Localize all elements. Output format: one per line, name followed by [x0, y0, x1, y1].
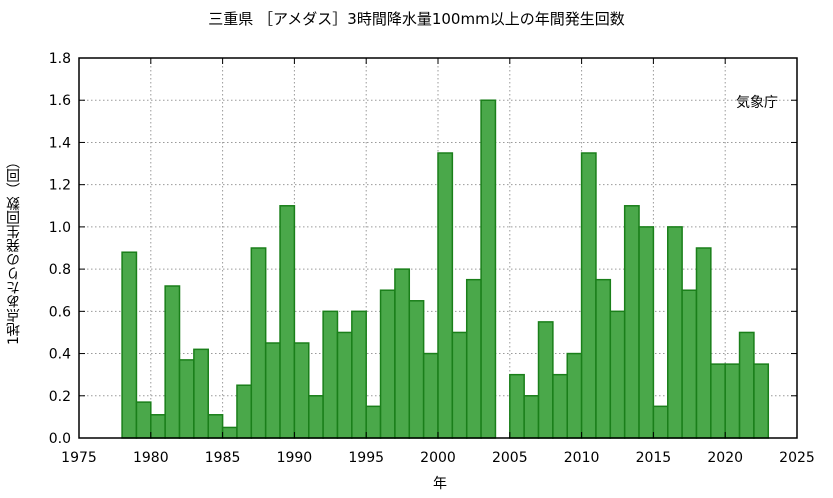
bar-2002: [451, 331, 468, 439]
y-tick-label: 0.2: [49, 389, 71, 405]
bar-2019: [695, 247, 712, 439]
y-tick-label: 0.6: [49, 304, 71, 320]
x-tick-label: 1985: [205, 450, 241, 466]
bar-1984: [193, 348, 209, 439]
bar-1992: [308, 395, 324, 439]
bar-1994: [336, 331, 353, 439]
bar-1998: [394, 268, 411, 439]
x-tick-label: 1980: [133, 450, 169, 466]
chart-title: 三重県 ［アメダス］3時間降水量100mm以上の年間発生回数: [208, 10, 625, 28]
bar-2000: [422, 352, 439, 439]
x-tick-label: 2000: [420, 450, 456, 466]
x-tick-label: 2005: [492, 450, 528, 466]
bar-2020: [710, 363, 726, 439]
y-tick-label: 0.8: [49, 262, 71, 278]
x-tick-label: 1975: [61, 450, 97, 466]
x-tick-label: 2015: [636, 450, 672, 466]
bar-2013: [609, 310, 626, 439]
bar-2017: [667, 226, 683, 439]
bar-2023: [753, 363, 770, 439]
bar-2006: [509, 373, 525, 439]
bar-2021: [724, 363, 741, 439]
bar-2001: [437, 152, 454, 439]
bar-2007: [523, 395, 540, 439]
x-tick-label: 1990: [277, 450, 313, 466]
bar-1996: [365, 405, 382, 439]
y-tick-label: 1.2: [49, 178, 71, 194]
y-tick-label: 1.4: [49, 135, 71, 151]
bar-2004: [480, 99, 497, 439]
y-tick-label: 0.4: [49, 347, 71, 363]
bar-2010: [566, 352, 583, 439]
bar-1979: [121, 251, 138, 439]
bar-1990: [279, 205, 296, 439]
bar-1983: [178, 359, 195, 439]
bar-2018: [681, 289, 698, 439]
bar-2008: [537, 321, 554, 439]
bar-2015: [638, 226, 655, 439]
x-tick-label: 1995: [348, 450, 384, 466]
bar-2016: [652, 405, 669, 439]
bar-2009: [552, 373, 568, 439]
y-tick-label: 0.0: [49, 431, 71, 447]
bar-2003: [465, 278, 482, 439]
bar-1986: [221, 426, 238, 439]
bar-2011: [580, 152, 597, 439]
bar-1985: [207, 414, 224, 439]
bar-1982: [164, 285, 181, 439]
bar-2012: [595, 278, 612, 439]
bar-1993: [322, 310, 339, 439]
x-axis-label: 年: [433, 476, 447, 492]
y-tick-label: 1.8: [49, 51, 71, 67]
bar-1997: [379, 289, 396, 439]
bar-1988: [250, 247, 267, 439]
tick-layer: 1975 1980 1985 1990 1995 2000 2005 2010 2015 2020…: [49, 51, 815, 466]
y-tick-label: 1.6: [49, 93, 71, 109]
bar-1987: [236, 384, 253, 439]
x-tick-label: 2020: [707, 450, 743, 466]
bar-1999: [408, 300, 425, 439]
bar-2014: [623, 205, 640, 439]
bar-1981: [150, 414, 166, 439]
x-tick-label: 2025: [779, 450, 815, 466]
x-tick-label: 2010: [564, 450, 600, 466]
bar-1995: [351, 310, 367, 439]
bar-1991: [293, 342, 310, 439]
y-tick-label: 1.0: [49, 220, 71, 236]
credit-label: 気象庁: [736, 95, 778, 111]
bar-1980: [135, 401, 152, 439]
bar-1989: [264, 342, 281, 439]
bar-2022: [738, 331, 755, 439]
